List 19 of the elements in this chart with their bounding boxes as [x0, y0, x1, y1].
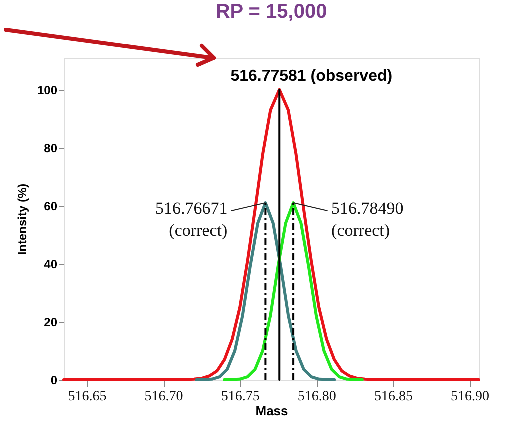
y-tick-label: 60: [44, 199, 58, 214]
x-tick-label: 516.85: [374, 390, 413, 404]
y-tick-label: 40: [44, 257, 58, 272]
annotation: 516.77581 (observed): [230, 68, 393, 85]
y-axis-title: Intensity (%): [15, 184, 30, 256]
x-tick-label: 516.90: [451, 390, 490, 404]
x-tick-label: 516.80: [298, 390, 336, 404]
y-tick-label: 80: [44, 141, 58, 156]
chart-title: RP = 15,000: [216, 1, 328, 23]
x-tick-label: 516.75: [221, 390, 260, 404]
x-axis-title: Mass: [256, 404, 288, 418]
y-tick-label: 100: [37, 83, 58, 98]
x-tick-label: 516.70: [144, 390, 184, 404]
annotation: 516.78490 (correct): [332, 199, 404, 240]
y-tick-label: 0: [50, 374, 58, 388]
line-series: [62, 88, 480, 382]
y-tick-label: 20: [44, 315, 58, 330]
annotation: 516.76671 (correct): [155, 199, 228, 240]
x-tick-label: 516.65: [68, 390, 107, 404]
